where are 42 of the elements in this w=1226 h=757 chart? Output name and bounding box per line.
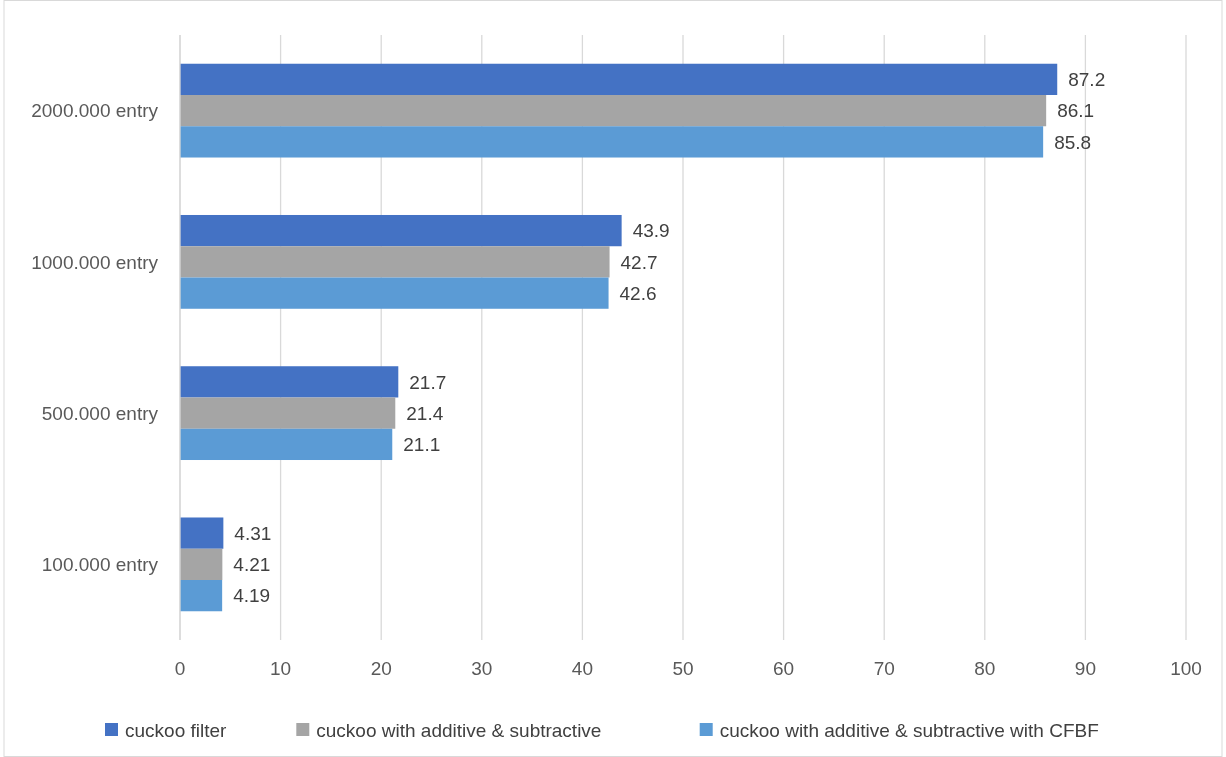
bar: [180, 63, 1058, 95]
x-tick-label: 20: [370, 658, 392, 679]
bar: [180, 517, 224, 549]
data-label: 21.7: [409, 371, 447, 393]
data-label: 4.21: [233, 554, 271, 576]
y-tick-label: 2000.000 entry: [31, 100, 159, 122]
x-tick-label: 50: [672, 658, 694, 679]
data-label: 87.2: [1068, 69, 1106, 91]
bar: [180, 246, 610, 278]
bar: [180, 126, 1044, 158]
x-tick-label: 80: [974, 658, 996, 679]
data-label: 43.9: [632, 220, 670, 242]
bar: [180, 277, 609, 309]
x-tick-label: 10: [270, 658, 292, 679]
bar: [180, 95, 1047, 127]
data-label: 4.19: [233, 585, 271, 607]
legend-label: cuckoo with additive & subtractive: [316, 719, 602, 741]
data-label: 42.6: [619, 282, 657, 304]
bar: [180, 366, 399, 398]
y-tick-label: 100.000 entry: [41, 554, 159, 576]
y-tick-label: 500.000 entry: [41, 402, 159, 424]
data-label: 86.1: [1057, 100, 1095, 122]
data-label: 4.31: [234, 522, 272, 544]
bar: [180, 214, 622, 247]
data-label: 42.7: [620, 251, 658, 273]
legend-label: cuckoo filter: [125, 719, 228, 741]
x-tick-label: 30: [471, 658, 493, 679]
bar: [180, 397, 396, 429]
bar: [180, 548, 223, 580]
x-tick-label: 60: [773, 658, 795, 679]
bar: [180, 428, 393, 461]
y-tick-label: 1000.000 entry: [31, 251, 159, 273]
data-label: 85.8: [1054, 131, 1092, 153]
x-tick-label: 90: [1074, 658, 1096, 679]
data-label: 21.1: [403, 434, 441, 456]
x-tick-label: 40: [571, 658, 593, 679]
data-label: 21.4: [406, 402, 444, 424]
x-tick-label: 0: [174, 658, 186, 679]
bar: [180, 580, 223, 612]
x-tick-label: 70: [873, 658, 895, 679]
legend-label: cuckoo with additive & subtractive with CFBF: [719, 719, 1099, 741]
x-tick-label: 100: [1170, 658, 1202, 679]
